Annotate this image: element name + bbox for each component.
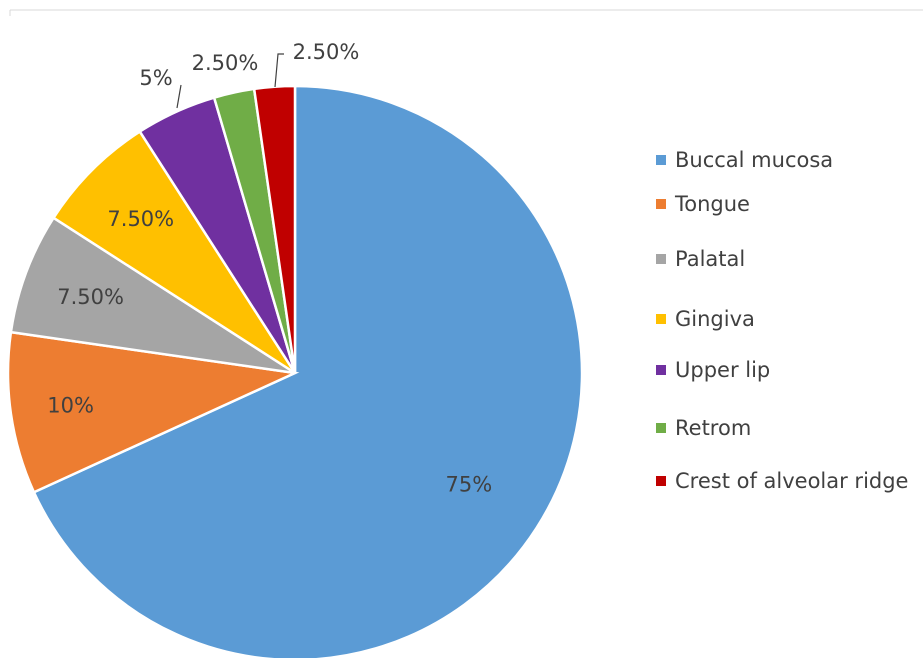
pie-slice-gingiva	[51, 129, 297, 375]
data-label-retrom: 2.50%	[192, 51, 259, 75]
legend-label-crest-of-alveolar-ridge: Crest of alveolar ridge	[675, 469, 908, 493]
data-label-upper-lip: 5%	[139, 66, 172, 90]
legend-label-retrom: Retrom	[675, 416, 751, 440]
pie-slice-palatal	[9, 216, 296, 375]
legend-item-tongue: Tongue	[656, 192, 750, 216]
legend-item-buccal-mucosa: Buccal mucosa	[656, 148, 833, 172]
legend-item-crest-of-alveolar-ridge: Crest of alveolar ridge	[656, 469, 908, 493]
leader-line-upper-lip	[176, 84, 182, 109]
legend-swatch-buccal-mucosa	[656, 155, 666, 165]
legend-swatch-upper-lip	[656, 365, 666, 375]
pie-data-labels: 75% 10% 7.50% 7.50% 5% 2.50% 2.50%	[47, 40, 492, 497]
data-label-buccal-mucosa: 75%	[445, 473, 492, 497]
pie-slice-tongue	[6, 330, 300, 494]
legend-item-palatal: Palatal	[656, 247, 745, 271]
legend-swatch-crest-of-alveolar-ridge	[656, 476, 666, 486]
data-label-crest-of-alveolar-ridge: 2.50%	[293, 40, 360, 64]
legend-label-buccal-mucosa: Buccal mucosa	[675, 148, 833, 172]
legend-item-retrom: Retrom	[656, 416, 751, 440]
legend-label-gingiva: Gingiva	[675, 307, 755, 331]
legend-label-palatal: Palatal	[675, 247, 745, 271]
pie-slice-buccal-mucosa	[32, 84, 584, 658]
chart-legend: Buccal mucosa Tongue Palatal Gingiva Upper l…	[656, 148, 908, 493]
legend-swatch-palatal	[656, 254, 666, 264]
data-label-gingiva: 7.50%	[107, 207, 174, 231]
pie-slices	[6, 84, 584, 658]
legend-item-gingiva: Gingiva	[656, 307, 755, 331]
legend-swatch-gingiva	[656, 314, 666, 324]
legend-label-tongue: Tongue	[674, 192, 750, 216]
data-label-tongue: 10%	[47, 393, 94, 417]
legend-swatch-retrom	[656, 423, 666, 433]
leader-line-crest-of-alveolar-ridge	[274, 53, 284, 88]
legend-swatch-tongue	[656, 199, 666, 209]
legend-item-upper-lip: Upper lip	[656, 358, 770, 382]
data-label-palatal: 7.50%	[57, 285, 124, 309]
legend-label-upper-lip: Upper lip	[675, 358, 770, 382]
